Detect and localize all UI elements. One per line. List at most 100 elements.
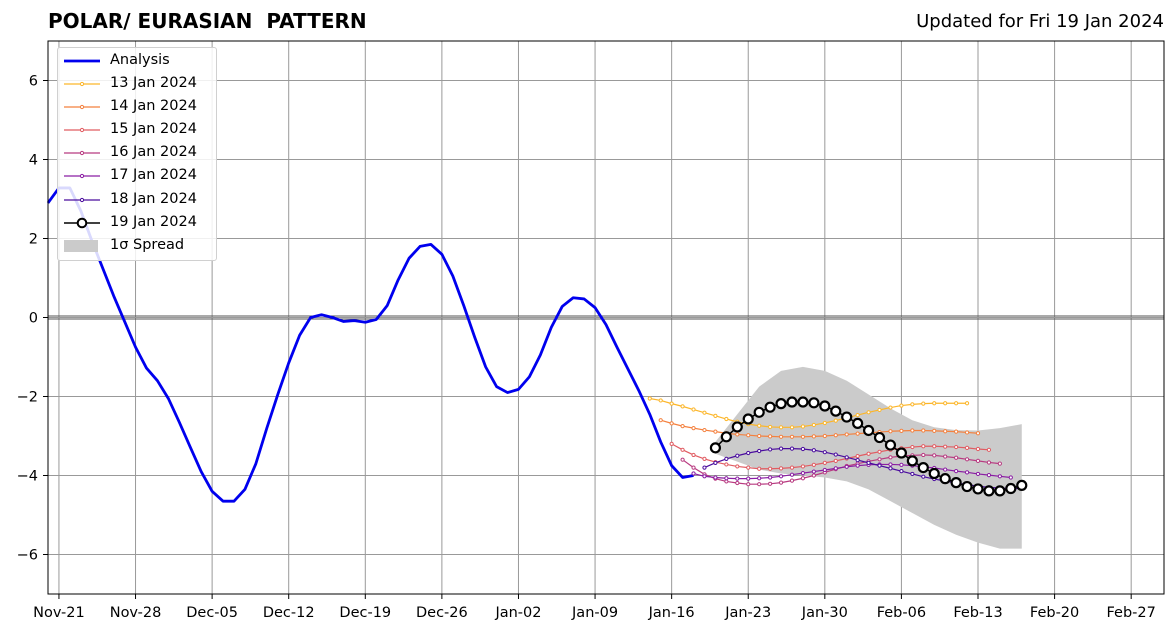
data-point xyxy=(647,396,652,401)
data-point xyxy=(720,431,732,443)
data-point xyxy=(877,463,882,468)
data-point xyxy=(899,469,904,474)
data-point xyxy=(997,461,1002,466)
data-point xyxy=(975,471,981,477)
data-point xyxy=(811,422,816,428)
x-tick-label: Dec-12 xyxy=(263,605,315,621)
data-point xyxy=(713,460,718,465)
data-point xyxy=(822,460,827,465)
x-tick-label: Nov-28 xyxy=(110,605,162,621)
data-point xyxy=(932,428,937,433)
data-point xyxy=(746,476,751,481)
series-analysis xyxy=(46,186,694,503)
data-point xyxy=(680,404,685,409)
x-tick-label: Feb-06 xyxy=(877,605,926,621)
data-point xyxy=(833,458,838,463)
data-point xyxy=(888,462,893,467)
spread-band-layer xyxy=(715,366,1022,549)
data-point xyxy=(822,433,827,439)
data-point xyxy=(768,424,773,430)
data-point xyxy=(855,412,860,418)
legend-label: 13 Jan 2024 xyxy=(110,75,197,92)
data-point xyxy=(877,457,882,462)
data-point xyxy=(888,466,893,471)
data-point xyxy=(691,465,696,470)
series-forecast-7 xyxy=(709,396,1028,497)
data-point xyxy=(669,421,674,426)
data-point xyxy=(680,424,685,429)
data-point xyxy=(1005,482,1017,495)
data-point xyxy=(691,452,696,458)
data-point xyxy=(921,444,926,449)
data-point xyxy=(986,473,992,478)
data-point xyxy=(910,444,915,450)
data-point xyxy=(866,451,871,456)
legend-swatch xyxy=(64,81,100,87)
data-point xyxy=(778,434,784,439)
x-tick-label: Jan-16 xyxy=(648,605,695,621)
data-point xyxy=(899,403,904,408)
data-point xyxy=(873,431,886,444)
data-point xyxy=(778,480,784,485)
data-point xyxy=(884,439,897,451)
data-point xyxy=(800,476,806,481)
legend-swatch xyxy=(64,239,98,252)
data-point xyxy=(819,400,831,412)
data-point xyxy=(800,424,806,429)
data-point xyxy=(691,471,696,476)
data-point xyxy=(786,396,798,408)
y-tick-label: 6 xyxy=(29,74,38,90)
data-point xyxy=(746,465,751,470)
data-point xyxy=(800,434,806,439)
x-tick-label: Feb-20 xyxy=(1030,605,1079,621)
x-tick-label: Jan-09 xyxy=(571,605,618,621)
legend-swatch xyxy=(64,105,100,110)
legend-item: 17 Jan 2024 xyxy=(58,165,216,188)
data-point xyxy=(855,457,860,463)
data-point xyxy=(768,475,773,480)
data-point xyxy=(844,432,849,437)
y-tick-label: −6 xyxy=(17,548,38,564)
data-point xyxy=(921,428,926,433)
data-point xyxy=(680,447,685,452)
data-point xyxy=(724,462,729,467)
data-point xyxy=(691,426,696,431)
series-forecast-3 xyxy=(669,441,992,471)
y-tick-label: −4 xyxy=(17,469,38,485)
data-point xyxy=(789,465,795,470)
data-point xyxy=(852,417,864,429)
data-point xyxy=(954,429,959,434)
data-point xyxy=(943,444,948,449)
data-point xyxy=(855,454,860,459)
data-point xyxy=(888,405,893,410)
data-point xyxy=(811,462,816,467)
data-point xyxy=(954,401,959,406)
data-point xyxy=(811,448,816,453)
data-point xyxy=(943,429,948,434)
legend-item: 1σ Spread xyxy=(58,235,216,258)
x-tick-label: Jan-30 xyxy=(801,605,848,621)
data-point xyxy=(950,477,962,489)
x-tick-label: Nov-21 xyxy=(33,605,85,621)
data-point xyxy=(983,485,995,497)
spread-band xyxy=(715,366,1022,549)
data-point xyxy=(702,474,707,479)
legend-item: 14 Jan 2024 xyxy=(58,96,216,119)
legend-label: 17 Jan 2024 xyxy=(110,167,197,184)
data-point xyxy=(833,452,838,457)
data-point xyxy=(768,434,773,439)
data-point xyxy=(910,471,915,477)
data-point xyxy=(921,474,926,479)
x-tick-label: Dec-19 xyxy=(339,605,391,621)
data-point xyxy=(735,453,740,458)
data-point xyxy=(764,401,776,413)
data-point xyxy=(742,413,754,425)
data-point xyxy=(910,402,915,407)
data-point xyxy=(811,469,816,474)
grid-lines xyxy=(48,41,1164,594)
data-point xyxy=(735,476,740,481)
data-point xyxy=(746,450,751,456)
data-point xyxy=(808,397,820,409)
legend-item: 13 Jan 2024 xyxy=(58,73,216,96)
